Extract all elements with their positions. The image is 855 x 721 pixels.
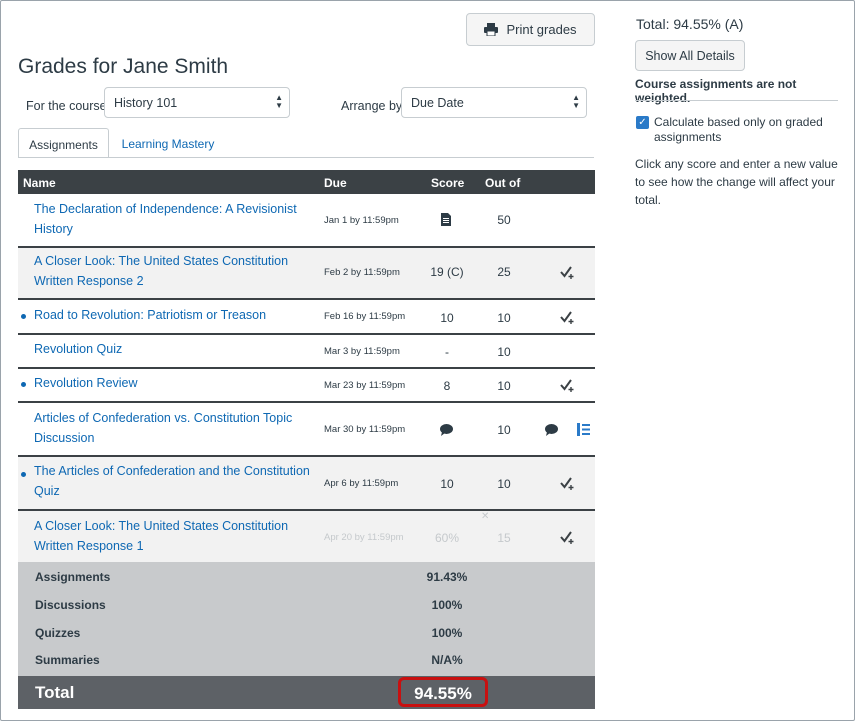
graded-only-checkbox[interactable]: ✓ <box>636 116 649 129</box>
table-row: Articles of Confederation vs. Constituti… <box>18 403 595 457</box>
out-of-value: 10 <box>497 379 511 393</box>
score-value[interactable]: 60% <box>434 531 460 545</box>
column-score: Score <box>431 176 465 190</box>
summary-value: 91.43% <box>426 570 468 584</box>
table-row: A Closer Look: The United States Constit… <box>18 511 595 562</box>
select-arrows-icon: ▲ ▼ <box>275 93 283 110</box>
due-date: Mar 30 by 11:59pm <box>324 424 406 435</box>
table-row: A Closer Look: The United States Constit… <box>18 248 595 300</box>
unread-dot-icon <box>21 382 26 387</box>
graded-check-icon <box>560 379 574 392</box>
summary-label: Assignments <box>35 570 111 584</box>
show-all-details-button[interactable]: Show All Details <box>635 40 745 71</box>
select-arrows-icon: ▲ ▼ <box>572 93 580 110</box>
due-date: Feb 2 by 11:59pm <box>324 267 400 278</box>
graded-check-icon <box>560 311 574 324</box>
graded-check-icon <box>560 266 574 279</box>
score-value[interactable]: 10 <box>440 477 454 491</box>
course-select-value: History 101 <box>114 96 178 110</box>
table-row: The Declaration of Independence: A Revis… <box>18 194 595 248</box>
assignment-link[interactable]: A Closer Look: The United States Constit… <box>34 519 289 553</box>
column-name: Name <box>23 176 56 190</box>
grade-summary: Assignments 91.43% Discussions 100% Quiz… <box>18 562 595 676</box>
summary-value: N/A% <box>431 653 463 667</box>
comment-icon <box>440 424 453 436</box>
out-of-value: 50 <box>497 213 511 227</box>
weight-note: Course assignments are not weighted. <box>635 77 797 105</box>
table-row: The Articles of Confederation and the Co… <box>18 457 595 511</box>
course-select[interactable]: History 101 ▲ ▼ <box>104 87 290 118</box>
sidebar-divider <box>635 100 838 101</box>
assignment-link[interactable]: Articles of Confederation vs. Constituti… <box>34 411 293 445</box>
out-of-value: 10 <box>497 477 511 491</box>
column-out-of: Out of <box>485 176 521 190</box>
total-value: 94.55% <box>398 677 488 707</box>
due-date: Jan 1 by 11:59pm <box>324 215 399 226</box>
assignment-link[interactable]: The Declaration of Independence: A Revis… <box>34 202 297 236</box>
score-value[interactable]: 19 (C) <box>430 265 464 279</box>
unread-dot-icon <box>21 314 26 319</box>
grades-table-header: Name Due Score Out of <box>18 170 595 194</box>
total-row: Total 94.55% <box>18 676 595 709</box>
arrange-select[interactable]: Due Date ▲ ▼ <box>401 87 587 118</box>
comment-icon[interactable] <box>545 424 558 436</box>
total-label: Total <box>35 683 75 702</box>
summary-label: Quizzes <box>35 626 81 640</box>
assignment-link[interactable]: The Articles of Confederation and the Co… <box>34 464 310 498</box>
column-due: Due <box>324 176 347 190</box>
due-date: Mar 23 by 11:59pm <box>324 380 406 391</box>
score-value[interactable]: 10 <box>440 311 454 325</box>
summary-value: 100% <box>431 598 463 612</box>
due-date: Apr 20 by 11:59pm <box>324 532 404 543</box>
assignment-link[interactable]: Road to Revolution: Patriotism or Treaso… <box>34 308 267 322</box>
print-grades-button[interactable]: Print grades <box>466 13 595 46</box>
graded-check-icon <box>560 531 574 544</box>
summary-value: 100% <box>431 626 463 640</box>
out-of-value: 10 <box>497 345 511 359</box>
out-of-value: 15 <box>497 531 511 545</box>
assignment-link[interactable]: Revolution Review <box>34 376 138 390</box>
summary-label: Summaries <box>35 653 100 667</box>
arrange-select-value: Due Date <box>411 96 464 110</box>
sidebar-total: Total: 94.55% (A) <box>636 16 744 32</box>
tab-assignments[interactable]: Assignments <box>18 128 109 158</box>
print-grades-label: Print grades <box>506 22 577 37</box>
table-row: Road to Revolution: Patriotism or Treaso… <box>18 300 595 335</box>
tab-learning-mastery[interactable]: Learning Mastery <box>121 137 215 151</box>
rubric-icon[interactable] <box>577 423 590 436</box>
out-of-value: 10 <box>497 311 511 325</box>
page-title: Grades for Jane Smith <box>18 55 229 78</box>
out-of-value: 10 <box>497 423 511 437</box>
table-row: Revolution Review Mar 23 by 11:59pm 8 10 <box>18 369 595 403</box>
document-icon <box>441 213 451 226</box>
score-value[interactable]: 8 <box>443 379 451 393</box>
assignment-link[interactable]: A Closer Look: The United States Constit… <box>34 254 289 288</box>
assignment-link[interactable]: Revolution Quiz <box>34 342 123 356</box>
printer-icon <box>484 23 499 36</box>
due-date: Apr 6 by 11:59pm <box>324 478 399 489</box>
table-row: Revolution Quiz Mar 3 by 11:59pm - 10 <box>18 335 595 369</box>
graded-only-label[interactable]: Calculate based only on graded assignmen… <box>654 115 823 144</box>
summary-label: Discussions <box>35 598 106 612</box>
score-value[interactable]: - <box>445 345 449 359</box>
what-if-hint: Click any score and enter a new value to… <box>635 157 838 207</box>
due-date: Mar 3 by 11:59pm <box>324 346 400 357</box>
course-label: For the course <box>26 99 107 113</box>
graded-check-icon <box>560 477 574 490</box>
tab-divider <box>18 157 594 158</box>
arrange-label: Arrange by <box>341 99 403 113</box>
due-date: Feb 16 by 11:59pm <box>324 311 406 322</box>
out-of-value: 25 <box>497 265 511 279</box>
unread-dot-icon <box>21 472 26 477</box>
revert-score-icon[interactable]: ✕ <box>481 511 490 522</box>
